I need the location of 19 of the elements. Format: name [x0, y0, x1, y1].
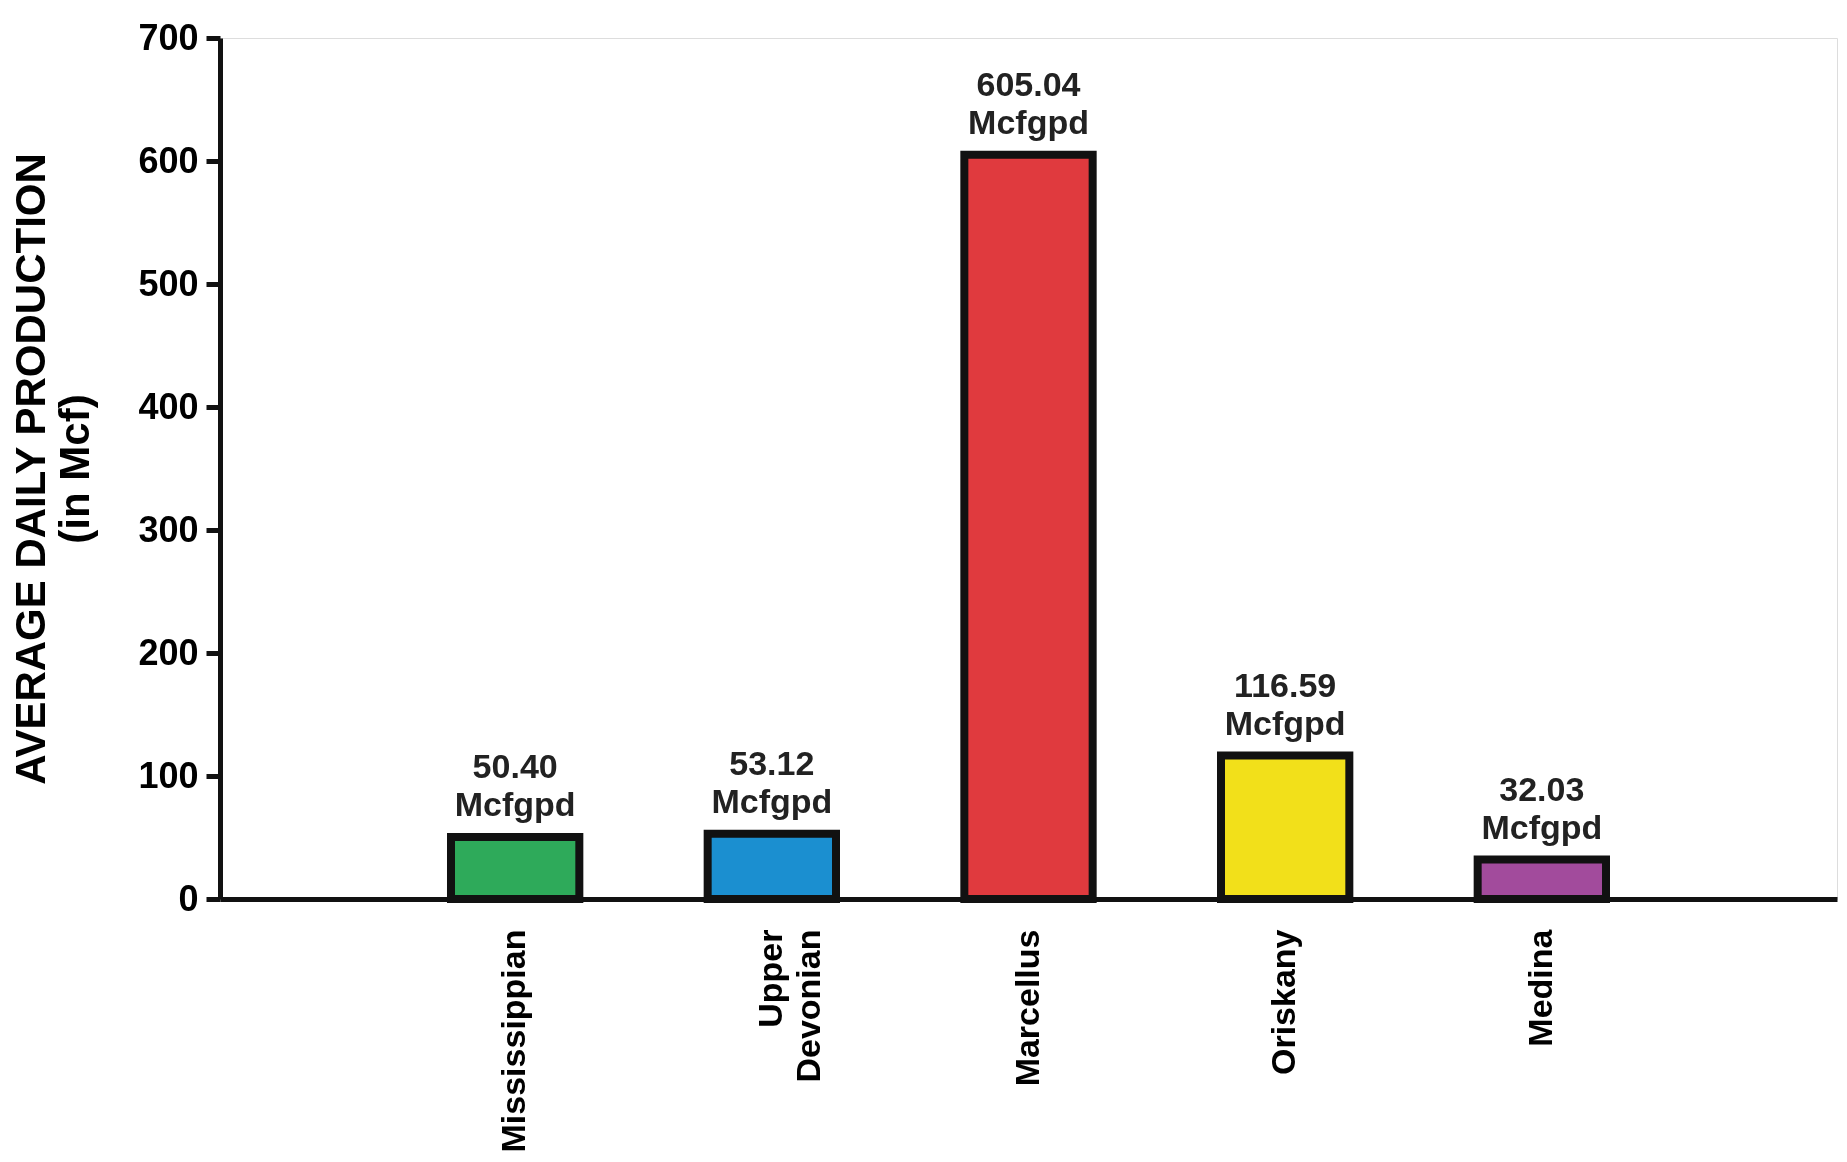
x-tick-label: Mississippian	[494, 929, 533, 1153]
data-label: 605.04 Mcfgpd	[968, 64, 1089, 141]
data-label: 50.40 Mcfgpd	[454, 747, 576, 824]
y-axis-title: AVERAGE DAILY PRODUCTION (in Mcf)	[7, 153, 99, 785]
y-tick-label: 600	[138, 139, 199, 181]
x-tick-label: Medina	[1520, 928, 1559, 1047]
data-label: 53.12 Mcfgpd	[711, 743, 833, 820]
x-tick-label: Oriskany	[1264, 929, 1303, 1076]
y-tick-label: 0	[178, 877, 199, 919]
y-tick-label: 100	[138, 754, 199, 796]
y-tick-label: 700	[138, 16, 199, 58]
y-tick-label: 400	[138, 385, 199, 427]
y-tick-label: 300	[138, 508, 199, 550]
data-label: 116.59 Mcfgpd	[1224, 665, 1346, 742]
data-label: 32.03 Mcfgpd	[1481, 769, 1603, 846]
y-tick-label: 200	[138, 631, 199, 673]
x-tick-label: Marcellus	[1007, 929, 1046, 1087]
x-tick-label: Upper Devonian	[750, 929, 827, 1083]
y-tick-label: 500	[138, 262, 199, 304]
